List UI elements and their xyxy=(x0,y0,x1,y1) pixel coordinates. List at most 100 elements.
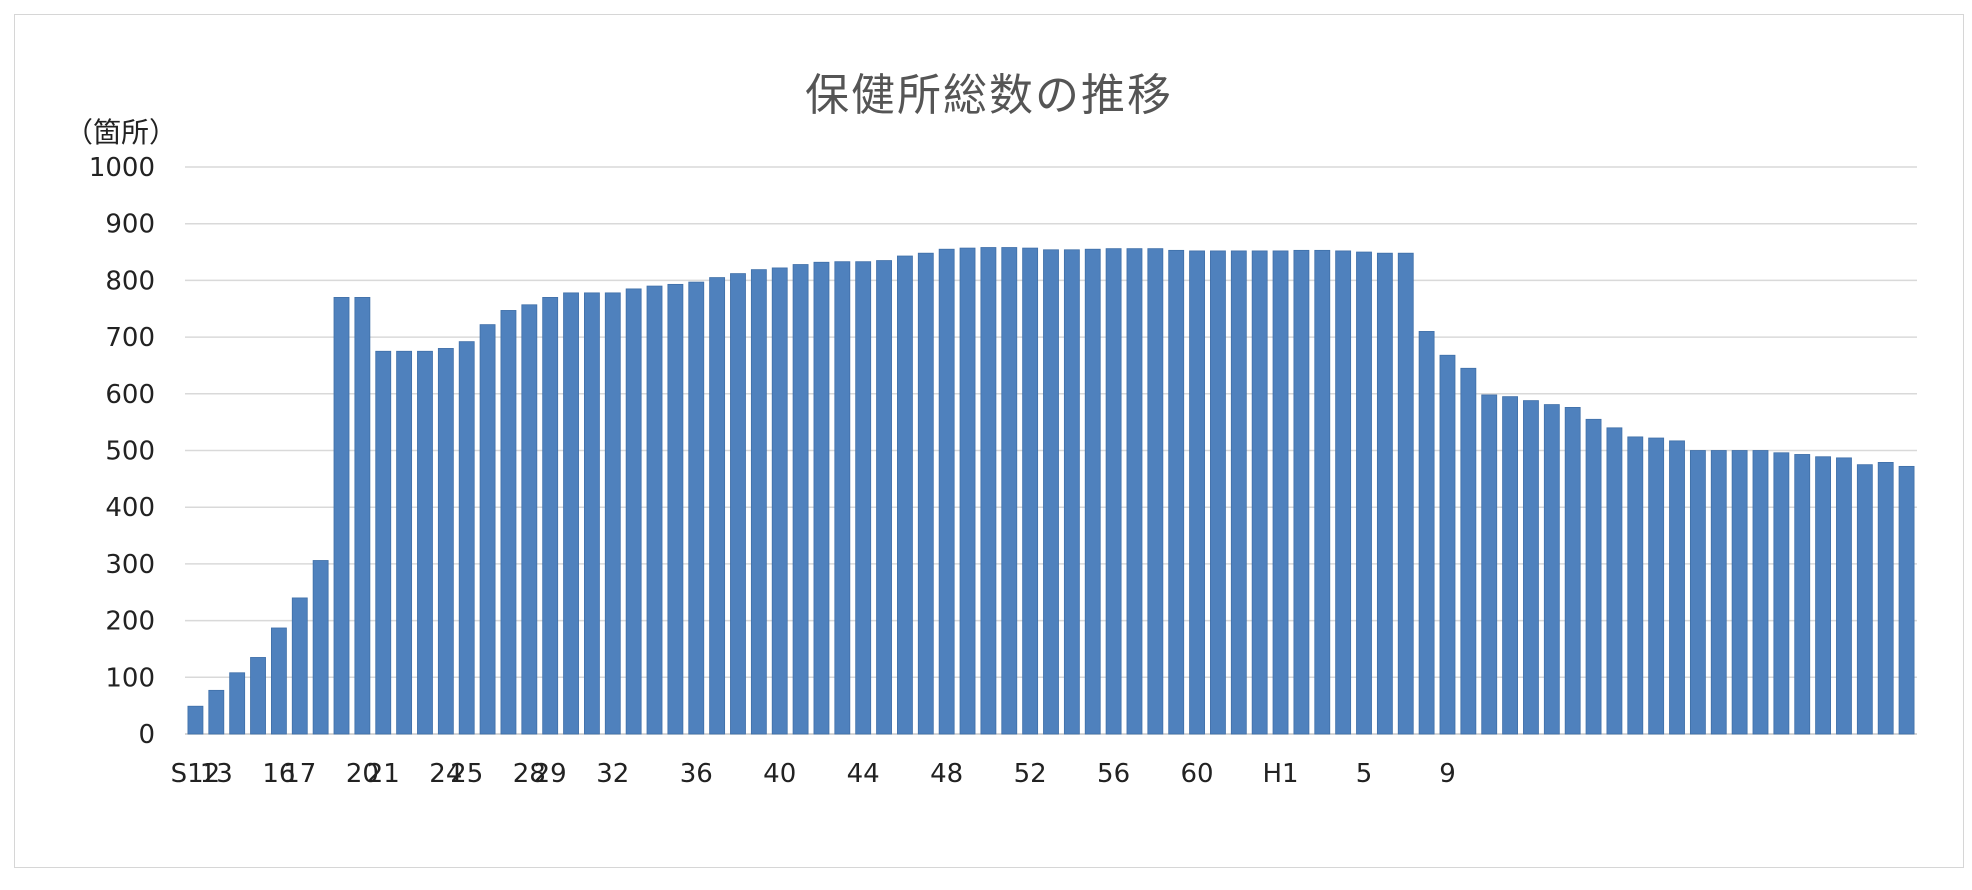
bar xyxy=(1272,250,1289,735)
bar xyxy=(521,304,538,735)
bar xyxy=(542,297,559,735)
bar xyxy=(771,267,788,735)
bar xyxy=(1210,250,1226,735)
y-tick-label: 800 xyxy=(105,266,155,296)
bar xyxy=(1397,252,1414,735)
bar xyxy=(458,341,475,735)
bar xyxy=(625,288,642,735)
bar xyxy=(792,264,809,735)
bar xyxy=(1898,465,1915,735)
bar xyxy=(959,247,976,735)
bar xyxy=(1877,462,1894,735)
x-tick-label: 29 xyxy=(534,759,567,789)
bar xyxy=(688,281,705,735)
bar xyxy=(437,348,454,735)
bar xyxy=(667,283,684,735)
bar xyxy=(1502,396,1518,735)
y-tick-label: 400 xyxy=(105,493,155,523)
bar xyxy=(312,560,329,735)
bar xyxy=(917,252,934,735)
bar xyxy=(1606,427,1623,735)
bar xyxy=(834,261,851,735)
bar xyxy=(1815,456,1832,735)
bar xyxy=(604,292,621,735)
x-tick-label: 20 xyxy=(346,759,379,789)
bar xyxy=(1293,249,1310,735)
x-tick-label: 16 xyxy=(262,759,295,789)
x-tick-label: 44 xyxy=(847,759,880,789)
bar xyxy=(229,672,246,735)
x-tick-label: 36 xyxy=(680,759,713,789)
bar xyxy=(1189,250,1205,735)
bar xyxy=(1669,440,1685,735)
bar xyxy=(375,350,392,735)
bar xyxy=(1022,247,1039,735)
bar xyxy=(813,261,830,735)
chart-title: 保健所総数の推移 xyxy=(805,70,1173,121)
bars xyxy=(187,247,1915,735)
x-tick-label: 13 xyxy=(200,759,233,789)
bar xyxy=(1836,457,1852,735)
bar xyxy=(1689,450,1706,735)
bar xyxy=(709,277,726,735)
bar xyxy=(500,310,517,735)
bar xyxy=(479,324,496,735)
bar xyxy=(1856,464,1873,735)
x-tick-label: 60 xyxy=(1181,759,1214,789)
bar xyxy=(938,248,955,735)
bar xyxy=(1564,407,1581,735)
bar xyxy=(855,261,872,735)
bar xyxy=(1627,436,1644,735)
y-tick-label: 300 xyxy=(105,550,155,580)
x-tick-label: 48 xyxy=(930,759,963,789)
bar xyxy=(1043,249,1059,735)
bar xyxy=(1251,250,1268,735)
bar xyxy=(646,285,663,735)
bar xyxy=(1376,252,1393,735)
bar xyxy=(1147,248,1164,735)
bar xyxy=(1794,454,1811,735)
bar xyxy=(291,597,308,735)
bar xyxy=(1439,354,1456,735)
bar-chart: 0 100 200 300 400 500 600 700 800 900 1000 S12 16 20… xyxy=(89,153,1917,789)
bar xyxy=(1481,394,1498,735)
y-tick-labels: 0 100 200 300 400 500 600 700 800 900 1000 xyxy=(89,153,155,750)
bar xyxy=(250,657,266,735)
bar xyxy=(270,627,287,735)
x-tick-label: 52 xyxy=(1014,759,1047,789)
bar xyxy=(563,292,579,735)
x-tick-label: 25 xyxy=(450,759,483,789)
bar xyxy=(1063,249,1080,735)
x-tick-label: 21 xyxy=(367,759,400,789)
y-tick-label: 900 xyxy=(105,210,155,240)
bar xyxy=(1710,450,1727,735)
bar xyxy=(208,689,225,735)
x-tick-label: 24 xyxy=(429,759,462,789)
bar xyxy=(980,247,997,735)
x-tick-labels: S12 16 20 24 28 32 36 40 44 48 52 56 60 H1 5 9 13 17 21 25 2… xyxy=(171,759,1456,789)
bar xyxy=(1585,418,1602,735)
x-tick-label: H1 xyxy=(1262,759,1298,789)
y-tick-label: 100 xyxy=(105,663,155,693)
bar xyxy=(1356,251,1372,735)
bar xyxy=(1418,331,1435,735)
bar xyxy=(333,297,350,735)
x-tick-label: 5 xyxy=(1356,759,1373,789)
y-tick-label: 200 xyxy=(105,607,155,637)
bar xyxy=(876,260,892,735)
bar xyxy=(396,350,413,735)
bar xyxy=(1105,248,1122,735)
bar xyxy=(1230,250,1247,735)
bar xyxy=(750,269,767,735)
x-tick-label: 40 xyxy=(763,759,796,789)
bar xyxy=(1731,450,1748,735)
y-tick-label: 600 xyxy=(105,380,155,410)
y-tick-label: 1000 xyxy=(89,153,155,183)
bar xyxy=(354,297,371,735)
bar xyxy=(417,350,433,735)
bar xyxy=(897,255,913,735)
bar xyxy=(1460,367,1477,735)
x-tick-label: 28 xyxy=(513,759,546,789)
bar xyxy=(1314,249,1331,735)
bar xyxy=(1648,437,1665,735)
